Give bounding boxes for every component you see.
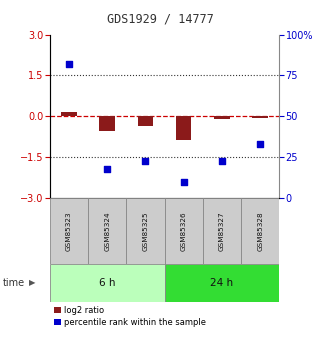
Text: GDS1929 / 14777: GDS1929 / 14777 xyxy=(107,12,214,25)
Bar xyxy=(126,198,164,264)
Text: GSM85325: GSM85325 xyxy=(143,211,148,251)
Bar xyxy=(100,117,115,131)
Bar xyxy=(253,117,268,118)
Point xyxy=(257,141,263,147)
Bar xyxy=(138,117,153,126)
Bar xyxy=(176,117,191,140)
Legend: log2 ratio, percentile rank within the sample: log2 ratio, percentile rank within the s… xyxy=(54,306,206,326)
Text: 6 h: 6 h xyxy=(99,278,115,288)
Text: GSM85327: GSM85327 xyxy=(219,211,225,251)
Point xyxy=(181,179,186,185)
Bar xyxy=(88,198,126,264)
Text: ▶: ▶ xyxy=(29,278,35,287)
Text: GSM85326: GSM85326 xyxy=(181,211,187,251)
Bar xyxy=(164,264,279,302)
Text: GSM85323: GSM85323 xyxy=(66,211,72,251)
Text: 24 h: 24 h xyxy=(210,278,233,288)
Point xyxy=(66,61,72,67)
Point xyxy=(105,166,110,171)
Bar xyxy=(50,264,164,302)
Point xyxy=(143,158,148,164)
Point xyxy=(219,158,224,164)
Text: GSM85328: GSM85328 xyxy=(257,211,263,251)
Bar xyxy=(50,198,88,264)
Bar xyxy=(61,112,76,117)
Text: GSM85324: GSM85324 xyxy=(104,211,110,251)
Bar xyxy=(241,198,279,264)
Bar xyxy=(164,198,203,264)
Bar xyxy=(214,117,230,119)
Text: time: time xyxy=(3,278,25,288)
Bar xyxy=(203,198,241,264)
